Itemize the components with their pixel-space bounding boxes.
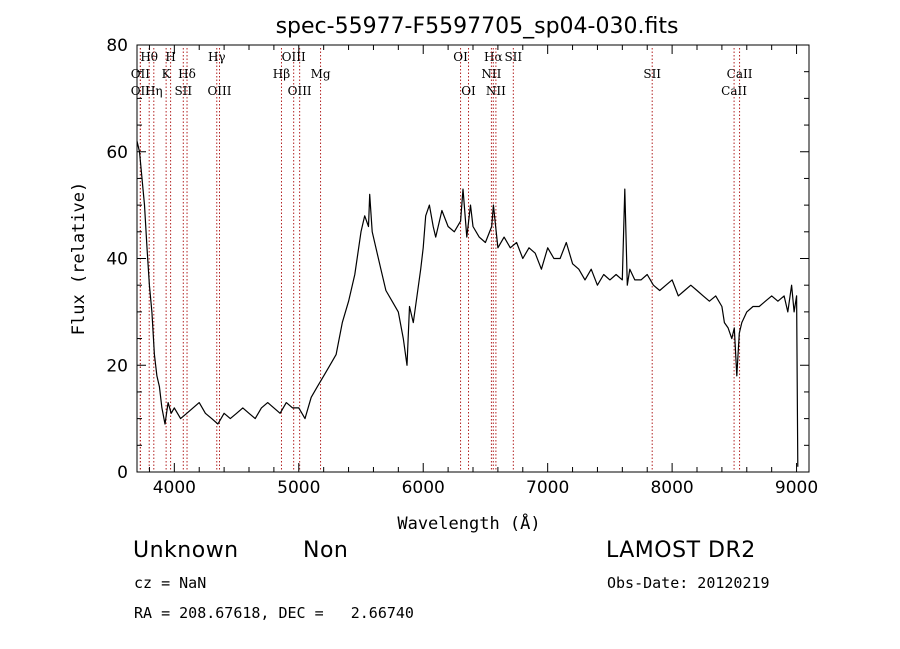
line-label: OI	[461, 84, 476, 98]
line-label: Hη	[145, 84, 163, 98]
line-label: H	[165, 50, 175, 64]
line-label: NII	[481, 67, 501, 81]
line-label: Hθ	[140, 50, 158, 64]
x-tick-label: 4000	[153, 478, 196, 498]
line-label: OIII	[207, 84, 231, 98]
line-label: OII	[131, 84, 151, 98]
radec-label: RA = 208.67618, DEC = 2.66740	[134, 604, 414, 622]
line-label: OIII	[288, 84, 312, 98]
subclass-label: Non	[303, 538, 349, 563]
x-tick-label: 6000	[402, 478, 445, 498]
class-label: Unknown	[133, 538, 239, 563]
spectrum-line	[136, 140, 799, 467]
line-label: SII	[504, 50, 522, 64]
y-tick-label: 0	[117, 463, 128, 483]
y-tick-label: 80	[106, 36, 128, 56]
x-tick-label: 8000	[650, 478, 693, 498]
line-label: Hγ	[208, 50, 226, 64]
plot-frame	[136, 44, 810, 473]
line-label: OI	[453, 50, 468, 64]
x-tick-label: 7000	[526, 478, 569, 498]
line-label: SII	[643, 67, 661, 81]
line-label: SII	[174, 84, 192, 98]
y-tick-label: 60	[106, 143, 128, 163]
x-tick-label: 9000	[775, 478, 818, 498]
cz-label: cz = NaN	[134, 574, 207, 592]
line-label: CaII	[727, 67, 753, 81]
x-tick-label: 5000	[277, 478, 320, 498]
line-label: Hα	[484, 50, 503, 64]
line-label: CaII	[721, 84, 747, 98]
line-label: NII	[486, 84, 506, 98]
line-label: K	[162, 67, 172, 81]
y-tick-label: 20	[106, 356, 128, 376]
chart-title: spec-55977-F5597705_sp04-030.fits	[276, 14, 679, 39]
line-label: OIII	[282, 50, 306, 64]
survey-label: LAMOST DR2	[606, 538, 756, 563]
line-label: Mg	[311, 67, 331, 81]
y-tick-label: 40	[106, 250, 128, 270]
x-axis-label: Wavelength (Å)	[397, 512, 540, 534]
line-label: Hβ	[273, 67, 290, 81]
obsdate-label: Obs-Date: 20120219	[607, 574, 770, 592]
line-label: Hδ	[178, 67, 196, 81]
y-axis-label: Flux (relative)	[69, 182, 89, 336]
